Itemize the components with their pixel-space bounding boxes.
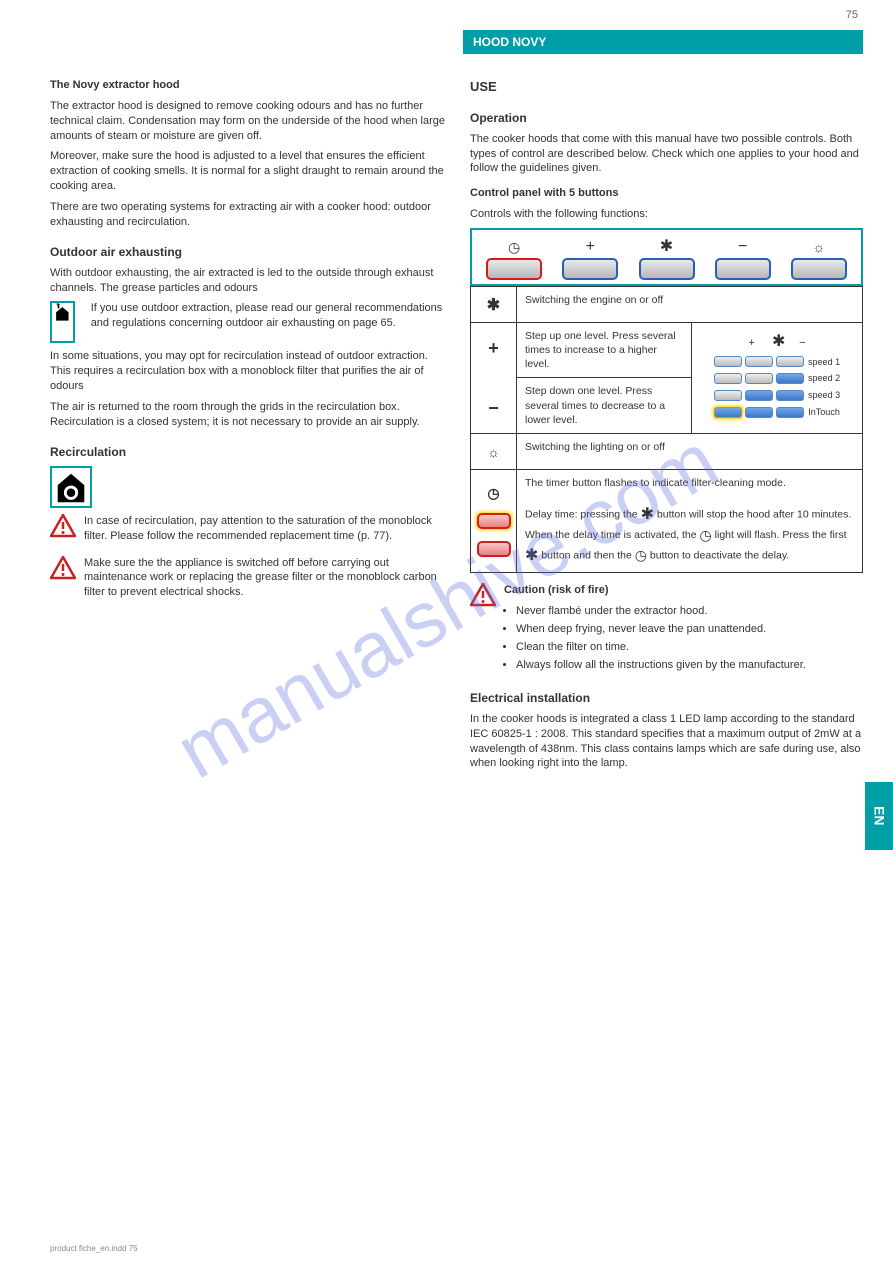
- recirc-warn1: In case of recirculation, pay attention …: [84, 514, 450, 544]
- timer-button-icon: [477, 541, 511, 557]
- function-table: Switching the engine on or off +− Step u…: [470, 286, 863, 573]
- inline-clock-icon: [635, 546, 647, 565]
- right-column: USE Operation The cooker hoods that come…: [470, 78, 863, 777]
- use-heading: USE: [470, 78, 863, 96]
- row-light-text: Switching the lighting on or off: [517, 434, 862, 469]
- row-plusminus-icon: +−: [471, 323, 517, 433]
- caution-item: Never flambé under the extractor hood.: [516, 604, 806, 619]
- mini-fan-icon: [772, 331, 782, 353]
- panel-btn-clock: [478, 238, 550, 280]
- warning-icon: [470, 583, 496, 607]
- minus-icon: −: [488, 399, 499, 417]
- clock-icon: [478, 238, 550, 256]
- control-panel-diagram: + −: [470, 228, 863, 286]
- minus-icon: −: [707, 238, 779, 256]
- caution-list: Never flambé under the extractor hood. W…: [504, 604, 806, 672]
- mini-plus-icon: +: [747, 336, 757, 351]
- plus-icon: +: [488, 339, 499, 357]
- row-fan-text: Switching the engine on or off: [517, 287, 862, 322]
- language-tab: EN: [865, 782, 893, 850]
- speed-row-1: speed 1: [696, 355, 858, 370]
- panel-p: Controls with the following functions:: [470, 207, 863, 222]
- row-timer-text: The timer button flashes to indicate fil…: [517, 470, 862, 572]
- recirc-p2: The air is returned to the room through …: [50, 400, 450, 430]
- recirc-heading: Recirculation: [50, 444, 450, 460]
- recirculation-icon: [50, 466, 92, 508]
- intro-p1: The extractor hood is designed to remove…: [50, 99, 450, 144]
- row-light-icon: [471, 434, 517, 469]
- panel-btn-fan: [630, 238, 702, 280]
- speed-row-4: InTouch: [696, 405, 858, 420]
- operation-p: The cooker hoods that come with this man…: [470, 132, 863, 177]
- speed-indicator-table: + − speed 1 speed 2 speed 3 InTouch: [692, 323, 862, 433]
- page-number: 75: [846, 8, 858, 23]
- left-column: The Novy extractor hood The extractor ho…: [50, 78, 450, 777]
- intro-p3: There are two operating systems for extr…: [50, 200, 450, 230]
- caution-item: When deep frying, never leave the pan un…: [516, 622, 806, 637]
- warning-icon: [50, 556, 76, 580]
- inline-fan-icon: [525, 545, 538, 567]
- light-icon: [783, 238, 855, 256]
- warning-icon: [50, 514, 76, 538]
- row-fan-icon: [471, 287, 517, 322]
- intro-p2: Moreover, make sure the hood is adjusted…: [50, 149, 450, 194]
- electrical-p: In the cooker hoods is integrated a clas…: [470, 712, 863, 771]
- caution-heading: Caution (risk of fire): [504, 583, 806, 598]
- caution-item: Always follow all the instructions given…: [516, 658, 806, 673]
- panel-heading: Control panel with 5 buttons: [470, 186, 863, 201]
- header-bar: HOOD NOVY: [463, 30, 863, 54]
- speed-row-3: speed 3: [696, 388, 858, 403]
- footer-note: product fiche_en.indd 75: [50, 1244, 138, 1255]
- inline-fan-icon: [641, 504, 654, 526]
- panel-btn-minus: −: [707, 238, 779, 280]
- intro-heading: The Novy extractor hood: [50, 78, 450, 93]
- caution-item: Clean the filter on time.: [516, 640, 806, 655]
- row-plus-text: Step up one level. Press several times t…: [517, 323, 692, 379]
- panel-btn-plus: +: [554, 238, 626, 280]
- timer-button-flash-icon: [477, 513, 511, 529]
- recirc-warn2: Make sure the the appliance is switched …: [84, 556, 450, 601]
- exhaust-note: If you use outdoor extraction, please re…: [91, 301, 450, 331]
- operation-heading: Operation: [470, 110, 863, 126]
- row-timer-icon: [471, 470, 517, 572]
- row-minus-text: Step down one level. Press several times…: [517, 378, 692, 433]
- plus-icon: +: [554, 238, 626, 256]
- electrical-heading: Electrical installation: [470, 690, 863, 706]
- exhaust-p: With outdoor exhausting, the air extract…: [50, 266, 450, 296]
- mini-minus-icon: −: [797, 336, 807, 351]
- panel-btn-light: [783, 238, 855, 280]
- outdoor-exhaust-icon: [50, 301, 75, 343]
- speed-row-2: speed 2: [696, 371, 858, 386]
- exhaust-heading: Outdoor air exhausting: [50, 244, 450, 260]
- recirc-p1: In some situations, you may opt for reci…: [50, 349, 450, 394]
- fan-icon: [630, 238, 702, 256]
- inline-clock-icon: [700, 526, 712, 545]
